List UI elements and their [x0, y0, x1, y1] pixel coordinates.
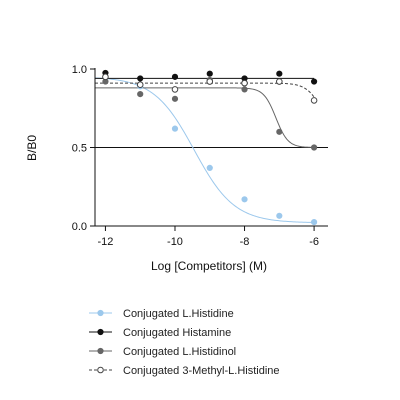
axes: 0.0 0.5 1.0 -12 -10 -8 -6 B/B0 Log [Competito…	[25, 64, 328, 273]
data-point-series-4	[276, 78, 283, 85]
data-point-series-3	[276, 128, 283, 135]
data-point-series-1	[310, 218, 318, 226]
x-ticks: -12 -10 -8 -6	[97, 226, 319, 248]
data-point-series-2	[137, 75, 144, 82]
data-point-series-3	[241, 86, 248, 93]
legend-marker	[97, 366, 104, 374]
y-tick-label: 0.0	[72, 221, 87, 233]
data-point-series-2	[206, 70, 213, 77]
data-point-series-2	[171, 73, 179, 80]
legend: Conjugated L.Histidine Conjugated Histami…	[89, 308, 280, 377]
data-point-series-3	[171, 95, 179, 102]
x-tick-label: -6	[309, 236, 319, 248]
data-point-series-4	[136, 81, 144, 88]
legend-label: Conjugated L.Histidinol	[123, 346, 236, 358]
legend-label: Conjugated Histamine	[123, 327, 231, 339]
data-point-series-4	[102, 73, 109, 81]
data-point-series-4	[171, 86, 179, 93]
fit-curve-series-1	[94, 77, 315, 223]
data-point-series-2	[310, 78, 318, 85]
x-axis-title: Log [Competitors] (M)	[151, 259, 267, 273]
data-point-series-3	[137, 91, 144, 98]
x-tick-label: -8	[240, 236, 250, 248]
legend-item: Conjugated 3-Methyl-L.Histidine	[89, 365, 280, 377]
legend-label: Conjugated L.Histidine	[123, 308, 234, 320]
legend-label: Conjugated 3-Methyl-L.Histidine	[123, 365, 280, 377]
fit-curve-series-4	[95, 82, 315, 98]
legend-marker	[97, 328, 104, 336]
data-point-series-2	[276, 70, 283, 77]
data-point-series-4	[241, 79, 248, 87]
fit-curve-series-3	[95, 87, 315, 148]
data-point-series-1	[171, 125, 179, 132]
x-tick-label: -12	[97, 236, 113, 248]
legend-item: Conjugated Histamine	[89, 327, 231, 339]
data-point-series-1	[206, 164, 213, 172]
y-tick-label: 1.0	[72, 64, 87, 76]
y-axis-title: B/B0	[25, 135, 39, 161]
data-point-series-1	[276, 212, 283, 219]
data-point-series-1	[241, 196, 248, 203]
legend-marker	[97, 309, 104, 317]
legend-marker	[97, 347, 104, 355]
plot-area	[94, 69, 328, 226]
legend-item: Conjugated L.Histidine	[89, 308, 234, 320]
y-ticks: 0.0 0.5 1.0	[72, 64, 95, 233]
y-tick-label: 0.5	[72, 143, 87, 155]
x-tick-label: -10	[167, 236, 183, 248]
data-point-series-4	[310, 97, 318, 104]
legend-item: Conjugated L.Histidinol	[89, 346, 236, 358]
data-point-series-3	[310, 144, 318, 151]
data-point-series-4	[206, 78, 214, 85]
